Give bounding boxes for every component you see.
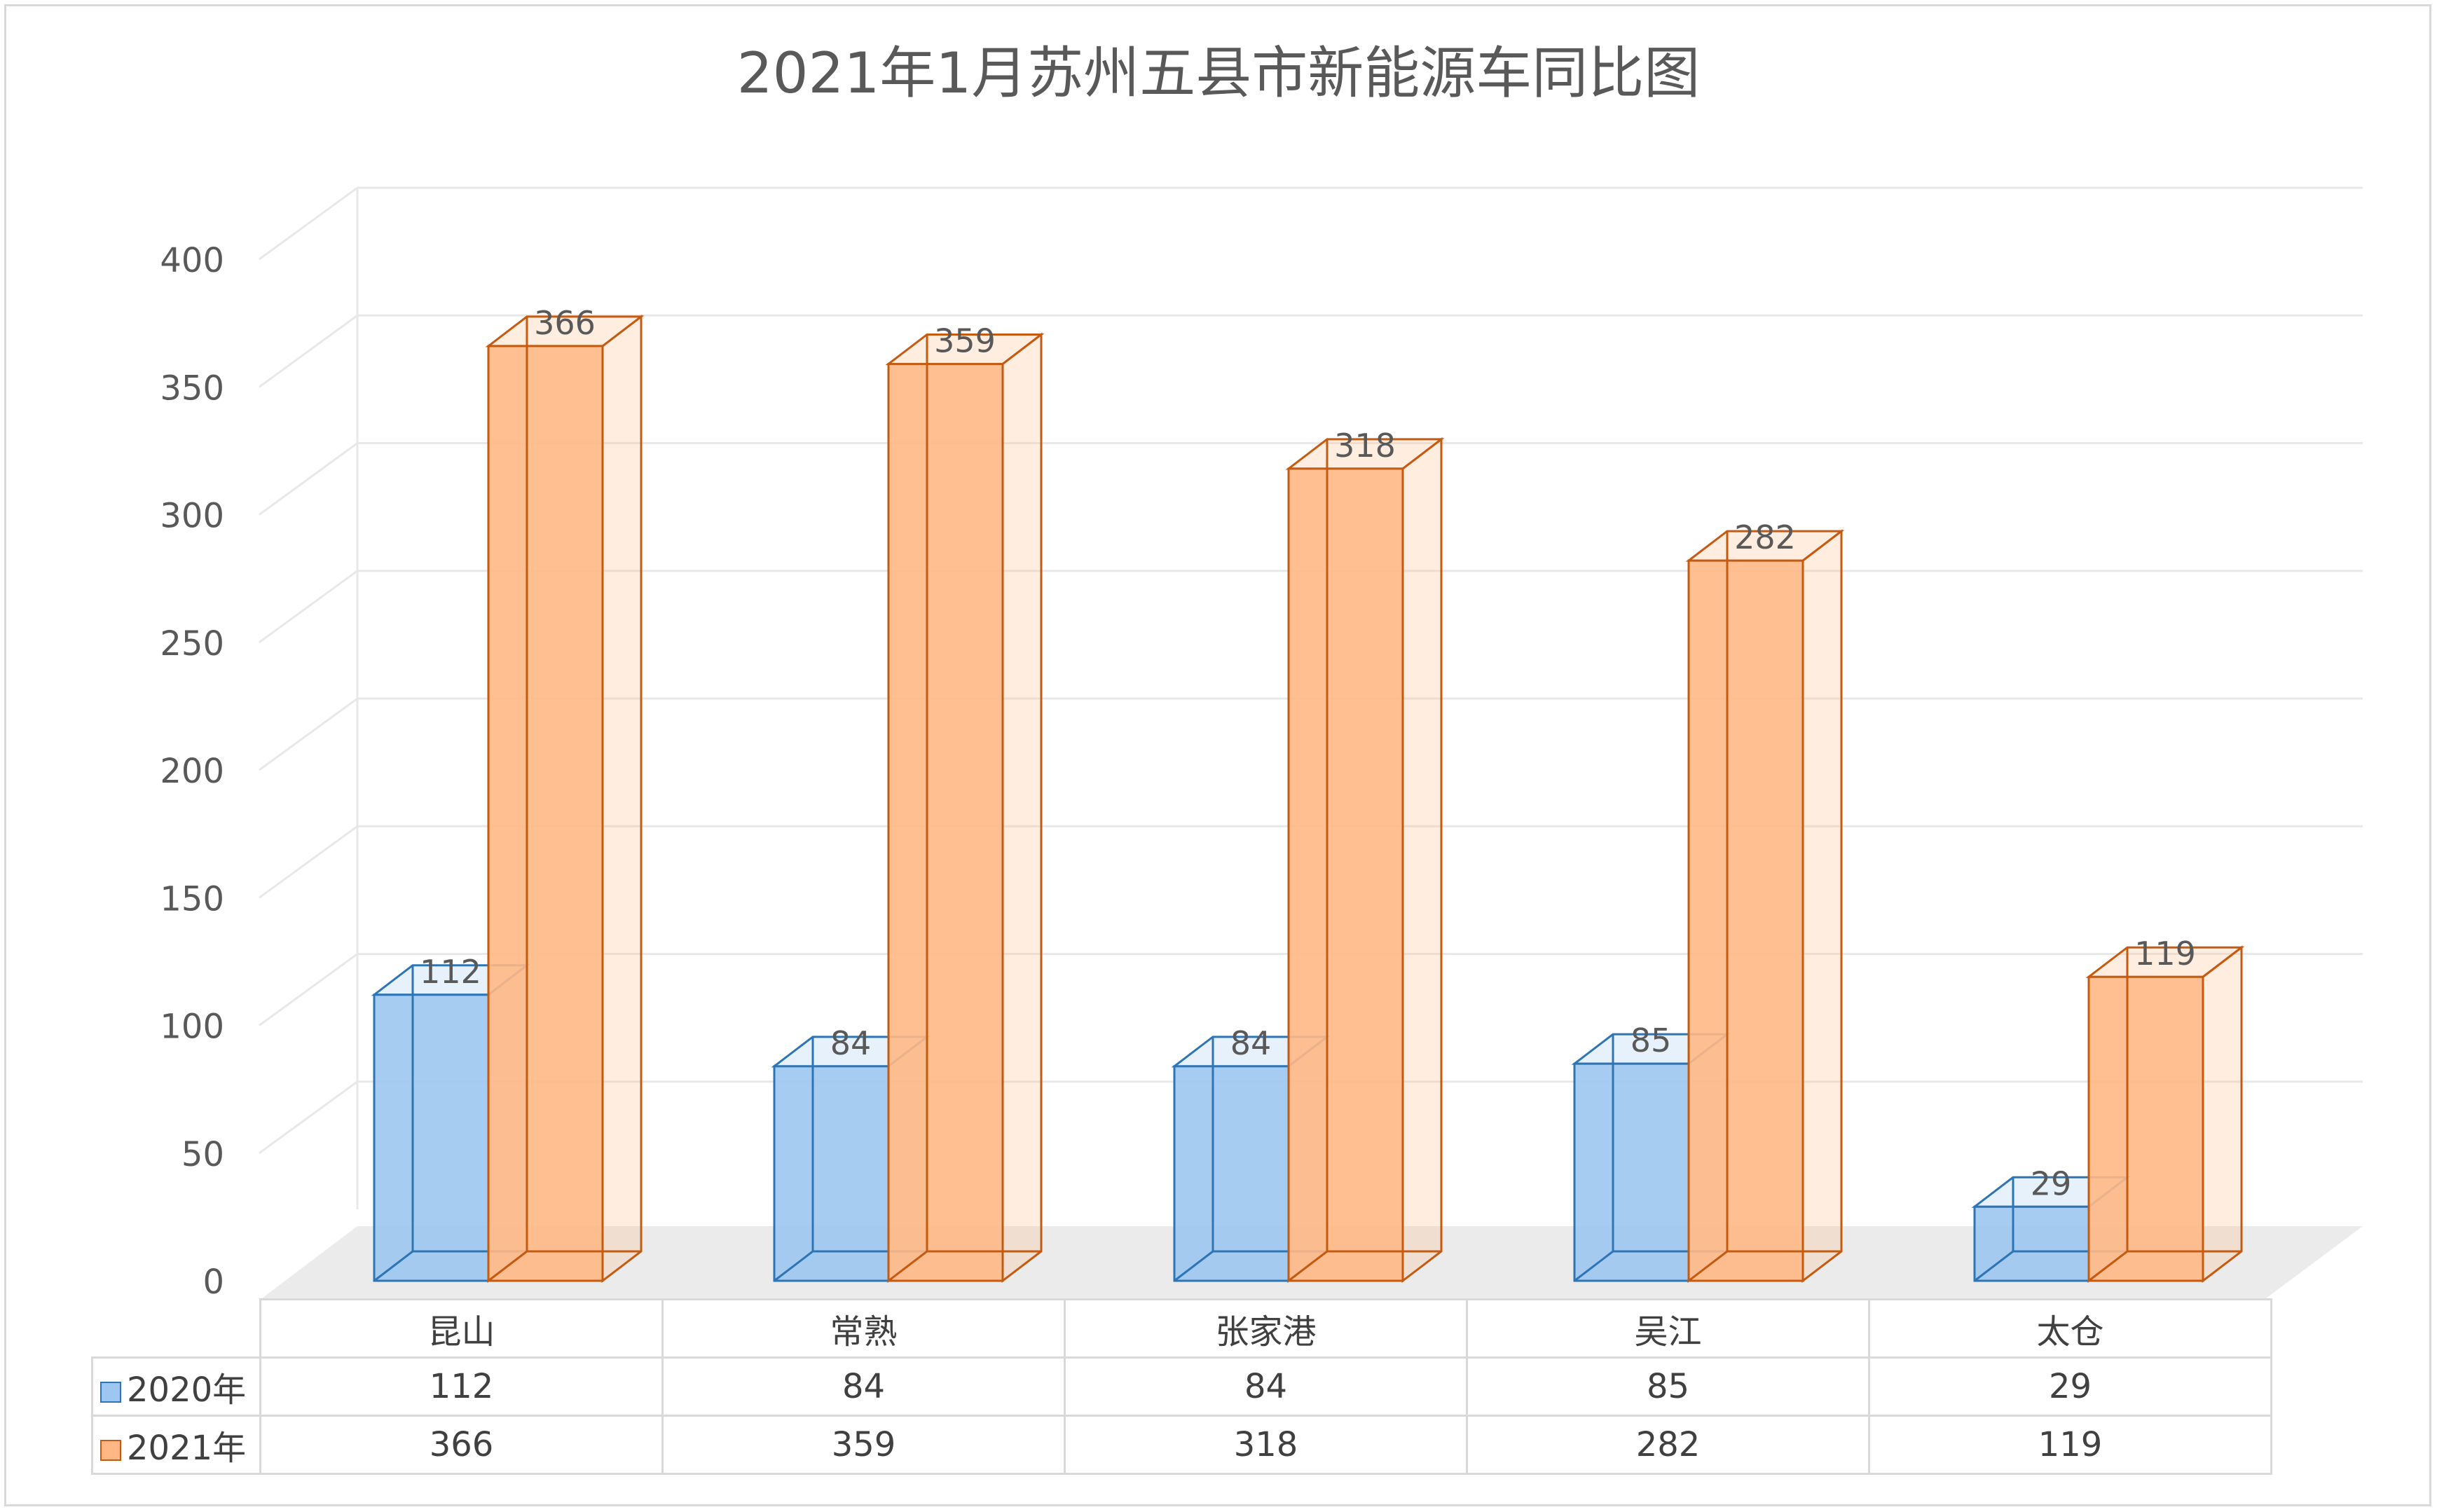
bar-back-edge <box>488 1250 528 1282</box>
bar-back-edge <box>1288 1250 1328 1282</box>
data-label: 85 <box>1631 1022 1672 1059</box>
bar-front-face <box>487 345 604 1282</box>
data-label: 29 <box>2031 1164 2072 1202</box>
data-label: 282 <box>1734 518 1796 556</box>
bar-back-edge <box>373 1250 413 1282</box>
table-value: 318 <box>1064 1415 1468 1475</box>
data-table: 昆山 常熟 张家港 吴江 太仓 2020年 112 84 84 85 29 2021年 366 3… <box>91 1298 2272 1475</box>
y-tick-label: 50 <box>181 1135 224 1174</box>
y-tick-label: 300 <box>160 497 224 536</box>
table-value: 84 <box>661 1356 1066 1417</box>
bar-front-face <box>1687 559 1804 1282</box>
data-label: 84 <box>1230 1024 1272 1062</box>
bar-side-face <box>1801 529 1843 1284</box>
bar-back-edge <box>888 1250 928 1282</box>
y-tick-label: 400 <box>160 241 224 280</box>
data-labels: 112 366 84 359 84 318 85 282 29 119 <box>420 304 2196 1202</box>
bar-太仓-2021年 <box>2085 945 2245 1284</box>
bar-吴江-2021年 <box>1685 529 1845 1284</box>
gridline-diagonal <box>259 953 358 1026</box>
gridline-diagonal <box>259 825 358 899</box>
table-value: 84 <box>1064 1356 1468 1417</box>
bar-back-edge <box>1974 1250 2014 1282</box>
data-label: 84 <box>830 1024 872 1062</box>
bar-back-edge <box>1574 1250 1614 1282</box>
category-label: 张家港 <box>1064 1298 1468 1359</box>
bars <box>371 314 2245 1284</box>
category-label: 常熟 <box>661 1298 1066 1359</box>
series-row-2021: 2021年 366 359 318 282 119 <box>91 1415 2272 1475</box>
y-axis-ticks: 0 50 100 150 200 250 300 350 400 <box>160 241 224 1302</box>
table-corner <box>92 1299 261 1359</box>
legend-label-2020: 2020年 <box>127 1370 247 1410</box>
table-value: 85 <box>1466 1356 1870 1417</box>
y-tick-label: 200 <box>160 752 224 791</box>
bar-back-edge <box>1174 1250 1214 1282</box>
gridline-diagonal <box>259 442 358 516</box>
chart-title: 2021年1月苏州五县市新能源车同比图 <box>736 41 1701 106</box>
table-value: 282 <box>1466 1415 1870 1475</box>
legend-swatch-2021 <box>100 1440 121 1461</box>
bar-side-face <box>1401 437 1443 1284</box>
bar-front-face <box>1573 1062 1690 1282</box>
bar-side-face <box>601 314 643 1284</box>
gridline-diagonal <box>259 186 358 261</box>
data-label: 366 <box>534 304 596 342</box>
bar-front-face <box>1173 1065 1290 1282</box>
table-value: 119 <box>1868 1415 2272 1475</box>
gridline-diagonal <box>259 570 358 643</box>
bar-front-face <box>373 994 490 1282</box>
legend-entry-2020: 2020年 <box>91 1356 261 1417</box>
bar-front-face <box>1287 467 1404 1282</box>
bar-back-edge <box>2088 1250 2128 1282</box>
y-tick-label: 100 <box>160 1008 224 1047</box>
legend-entry-2021: 2021年 <box>91 1415 261 1475</box>
bar-front-face <box>773 1065 890 1282</box>
legend-swatch-2020 <box>100 1382 121 1403</box>
bar-side-face <box>2202 945 2243 1284</box>
y-tick-label: 0 <box>202 1263 224 1302</box>
bar-front-face <box>1973 1205 2090 1282</box>
series-row-2020: 2020年 112 84 84 85 29 <box>91 1356 2272 1417</box>
data-label: 359 <box>934 322 996 359</box>
bar-常熟-2021年 <box>885 332 1045 1284</box>
bar-back-edge <box>1688 1250 1728 1282</box>
gridline-diagonal <box>259 315 358 388</box>
table-value: 359 <box>661 1415 1066 1475</box>
table-value: 366 <box>259 1415 664 1475</box>
category-row: 昆山 常熟 张家港 吴江 太仓 <box>92 1298 2272 1359</box>
y-tick-label: 150 <box>160 879 224 919</box>
data-label: 318 <box>1334 427 1396 465</box>
gridline-diagonal <box>259 1080 358 1154</box>
bar-张家港-2021年 <box>1285 437 1445 1284</box>
table-value: 29 <box>1868 1356 2272 1417</box>
bar-back-edge <box>774 1250 814 1282</box>
category-label: 昆山 <box>259 1298 664 1359</box>
bar-side-face <box>1001 332 1043 1284</box>
data-label: 119 <box>2134 935 2196 973</box>
bar-front-face <box>887 362 1004 1282</box>
gridline-diagonal <box>259 697 358 771</box>
data-label: 112 <box>420 953 481 991</box>
bar-front-face <box>2087 975 2204 1282</box>
category-label: 吴江 <box>1466 1298 1870 1359</box>
category-label: 太仓 <box>1868 1298 2272 1359</box>
table-value: 112 <box>259 1356 664 1417</box>
legend-label-2021: 2021年 <box>127 1429 247 1468</box>
y-tick-label: 250 <box>160 624 224 664</box>
bar-昆山-2021年 <box>485 314 645 1284</box>
y-tick-label: 350 <box>160 369 224 408</box>
